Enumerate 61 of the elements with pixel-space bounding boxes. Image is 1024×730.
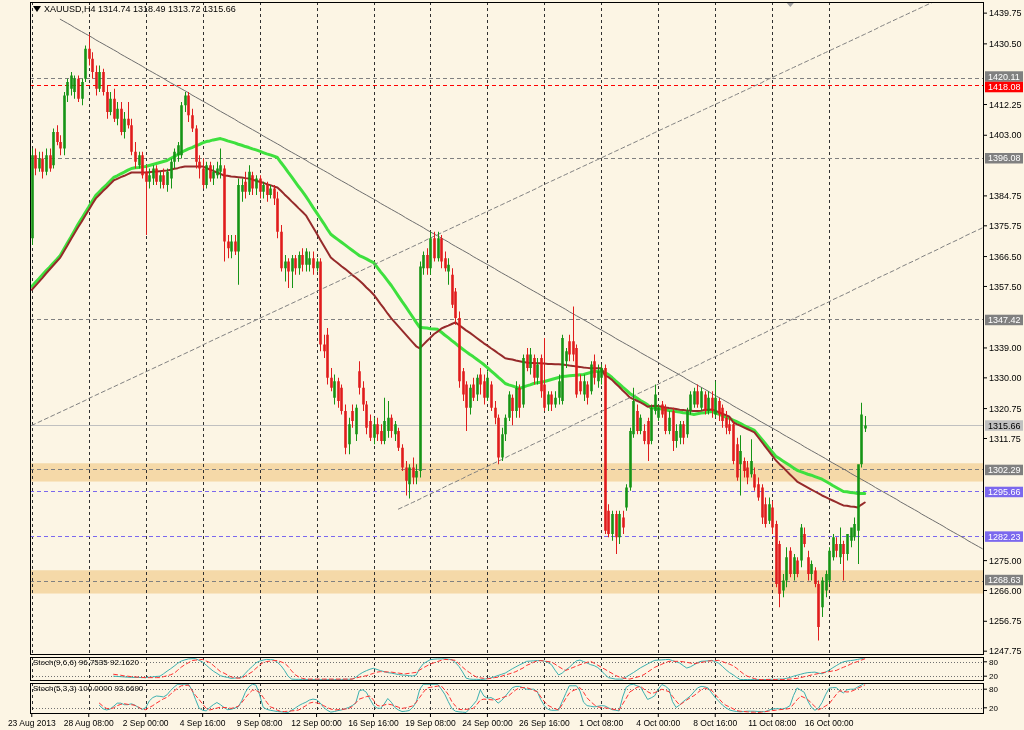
x-tick-label: 2 Sep 00:00 [122,718,169,728]
ref-line-label: 1396.08 [988,153,1021,164]
chart-title: Stoch(9,6,6) 96.7535 92.1620 [33,658,140,667]
x-tick-label: 9 Sep 08:00 [236,718,283,728]
x-tick-label: 28 Aug 08:00 [63,718,115,728]
x-tick-label: 1 Oct 08:00 [579,718,624,728]
y-tick-label: 1439.75 [989,8,1022,19]
y-tick-label: 1430.50 [989,39,1022,50]
candlestick [291,254,294,289]
x-tick-label: 23 Aug 2013 [7,718,56,728]
ref-line-label: 1268.63 [988,575,1021,586]
candlestick [148,168,151,189]
y-tick-label: 1320.75 [989,403,1022,414]
x-tick-label: 4 Sep 16:00 [179,718,226,728]
candlestick [308,251,311,272]
y-tick-label: 1266.00 [989,585,1022,596]
ref-line-label: 1418.08 [988,82,1021,93]
x-tick-label: 12 Sep 00:00 [291,718,343,728]
y-tick-label: 20 [989,672,999,681]
x-tick-label: 16 Oct 00:00 [804,718,854,728]
candlestick [675,424,678,448]
x-tick-label: 16 Sep 16:00 [348,718,400,728]
y-tick-label: 1412.25 [989,99,1022,110]
line-series [59,18,983,550]
y-tick-label: 1275.00 [989,555,1022,566]
candlestick [219,148,222,179]
y-tick-label: 1375.75 [989,220,1022,231]
candlestick [739,435,742,496]
candlestick [351,404,354,428]
x-tick-label: 4 Oct 00:00 [636,718,681,728]
candlestick [835,537,838,558]
x-tick-label: 11 Oct 08:00 [748,718,797,728]
y-tick-label: 1339.00 [989,343,1022,354]
y-tick-label: 1357.50 [989,281,1022,292]
y-tick-label: 20 [989,703,999,713]
ref-line-label: 1295.66 [988,487,1021,498]
candlestick [842,540,845,581]
candlestick [447,258,450,285]
ref-line-label: 1302.29 [988,465,1021,476]
y-tick-label: 80 [989,657,999,667]
candlestick [301,248,304,272]
ref-line-label: 1282.23 [988,531,1021,542]
ref-line-label: 1315.66 [988,420,1021,431]
ref-line-label: 1420.11 [988,71,1020,82]
y-tick-label: 1403.00 [989,130,1022,141]
y-tick-label: 1311.75 [989,433,1021,444]
y-tick-label: 1330.00 [989,373,1022,383]
x-tick-label: 24 Sep 00:00 [462,718,513,728]
y-tick-label: 1384.75 [989,191,1022,202]
y-tick-label: 1366.50 [989,251,1022,262]
chart-title: Stoch(5,3,3) 100.0000 93.6690 [33,684,144,693]
y-tick-label: 1247.75 [989,646,1022,657]
ref-line-label: 1347.42 [988,315,1021,326]
x-tick-label: 8 Oct 16:00 [693,718,738,728]
y-tick-label: 1256.75 [989,616,1022,627]
x-tick-label: 19 Sep 08:00 [405,718,457,728]
x-tick-label: 26 Sep 16:00 [519,718,570,728]
y-tick-label: 80 [989,685,999,694]
candlestick [543,337,546,412]
candlestick [415,464,418,485]
chart-title: XAUUSD,H4 1314.74 1318.49 1313.72 1315.66 [44,4,236,14]
